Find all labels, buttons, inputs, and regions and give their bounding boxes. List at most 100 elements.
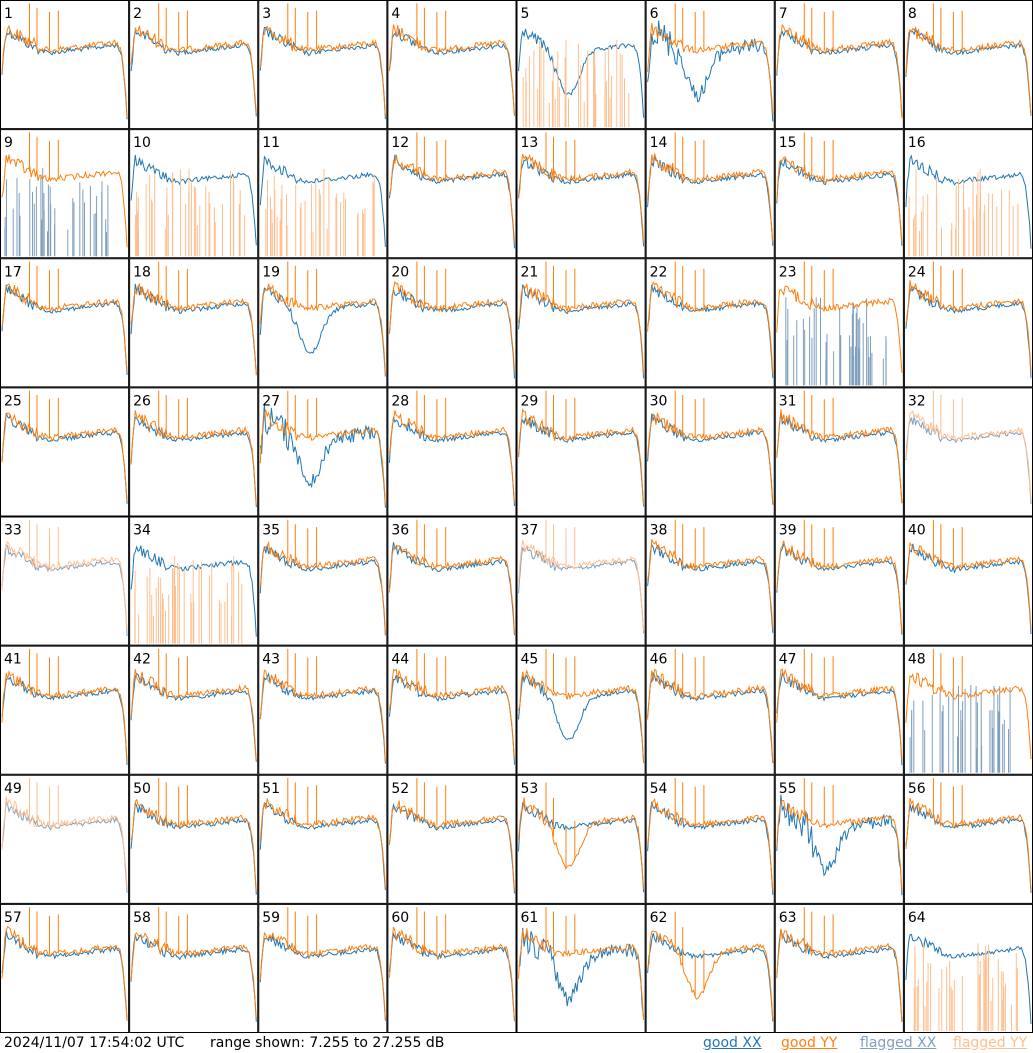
panel-label: 21 [521,264,539,280]
yy-trace [388,648,515,759]
panel-61: 61 [516,903,646,1033]
xx-trace [259,934,386,1021]
yy-trace [388,3,515,116]
panel-frame [258,258,388,388]
panel-frame [645,774,775,904]
yy-trace [776,519,903,632]
footer: 2024/11/07 17:54:02 UTC range shown: 7.2… [0,1033,1033,1053]
panel-39: 39 [774,516,904,646]
yy-trace [776,3,903,119]
xx-trace [518,284,645,379]
panel-label: 23 [779,264,797,280]
yy-trace [518,261,645,375]
panel-19: 19 [258,258,388,388]
panel-label: 51 [262,781,280,797]
panel-42: 42 [129,645,259,775]
panel-label: 1 [4,6,13,22]
panel-50: 50 [129,774,259,904]
panel-label: 38 [650,523,668,539]
panel-frame [516,258,646,388]
panel-frame [645,516,775,646]
panel-label: 16 [908,135,926,151]
xx-trace [647,284,774,379]
panel-frame [0,258,130,388]
panel-frame [387,387,517,517]
panel-frame [0,387,130,517]
panel-frame [258,0,388,130]
panel-label: 45 [521,652,539,668]
panel-frame [258,387,388,517]
panel-24: 24 [903,258,1033,388]
panel-frame [645,258,775,388]
yy-trace [776,261,903,373]
panel-6: 6 [645,0,775,130]
panel-label: 41 [4,652,22,668]
panel-label: 29 [521,393,539,409]
panel-26: 26 [129,387,259,517]
panel-label: 50 [133,781,151,797]
yy-trace [522,39,630,128]
panel-55: 55 [774,774,904,904]
panel-14: 14 [645,129,775,259]
panel-frame [774,774,904,904]
panel-10: 10 [129,129,259,259]
panel-label: 25 [4,393,22,409]
yy-trace [130,648,257,761]
panel-label: 5 [521,6,530,22]
xx-trace [1,284,128,376]
panel-7: 7 [774,0,904,130]
panel-label: 54 [650,781,668,797]
yy-trace [518,519,645,632]
panel-20: 20 [387,258,517,388]
yy-trace [913,942,1018,1031]
panel-63: 63 [774,903,904,1033]
panel-label: 6 [650,6,659,22]
panel-46: 46 [645,645,775,775]
panel-label: 56 [908,781,926,797]
panel-frame [903,516,1033,646]
yy-trace [1,261,128,372]
panel-label: 34 [133,523,151,539]
panel-frame [129,774,259,904]
panel-35: 35 [258,516,388,646]
panel-label: 49 [4,781,22,797]
panel-frame [645,645,775,775]
panel-8: 8 [903,0,1033,130]
panel-23: 23 [774,258,904,388]
yy-trace [905,390,1032,501]
xx-trace [518,674,645,764]
panel-frame [774,0,904,130]
panel-label: 46 [650,652,668,668]
panel-frame [129,129,259,259]
yy-trace [776,907,903,1023]
panel-frame [0,0,130,130]
panel-label: 32 [908,393,926,409]
yy-trace [259,261,386,376]
yy-trace [388,261,515,372]
yy-trace [259,648,386,763]
panel-frame [0,903,130,1033]
panel-label: 40 [908,523,926,539]
panel-12: 12 [387,129,517,259]
panel-frame [129,387,259,517]
panel-label: 33 [4,523,22,539]
panel-59: 59 [258,903,388,1033]
panel-label: 35 [262,523,280,539]
xx-trace [130,672,257,762]
yy-trace [130,390,257,506]
panel-frame [516,387,646,517]
panel-57: 57 [0,903,130,1033]
xx-trace [905,543,1032,635]
timestamp: 2024/11/07 17:54:02 UTC [4,1035,185,1051]
panel-frame [129,258,259,388]
xx-trace [130,154,257,246]
panel-label: 17 [4,264,22,280]
panel-label: 10 [133,135,151,151]
xx-trace [388,28,515,116]
panel-frame [0,129,130,259]
panel-frame [645,903,775,1033]
xx-trace [259,286,386,377]
panel-29: 29 [516,387,646,517]
xx-trace [259,802,386,891]
